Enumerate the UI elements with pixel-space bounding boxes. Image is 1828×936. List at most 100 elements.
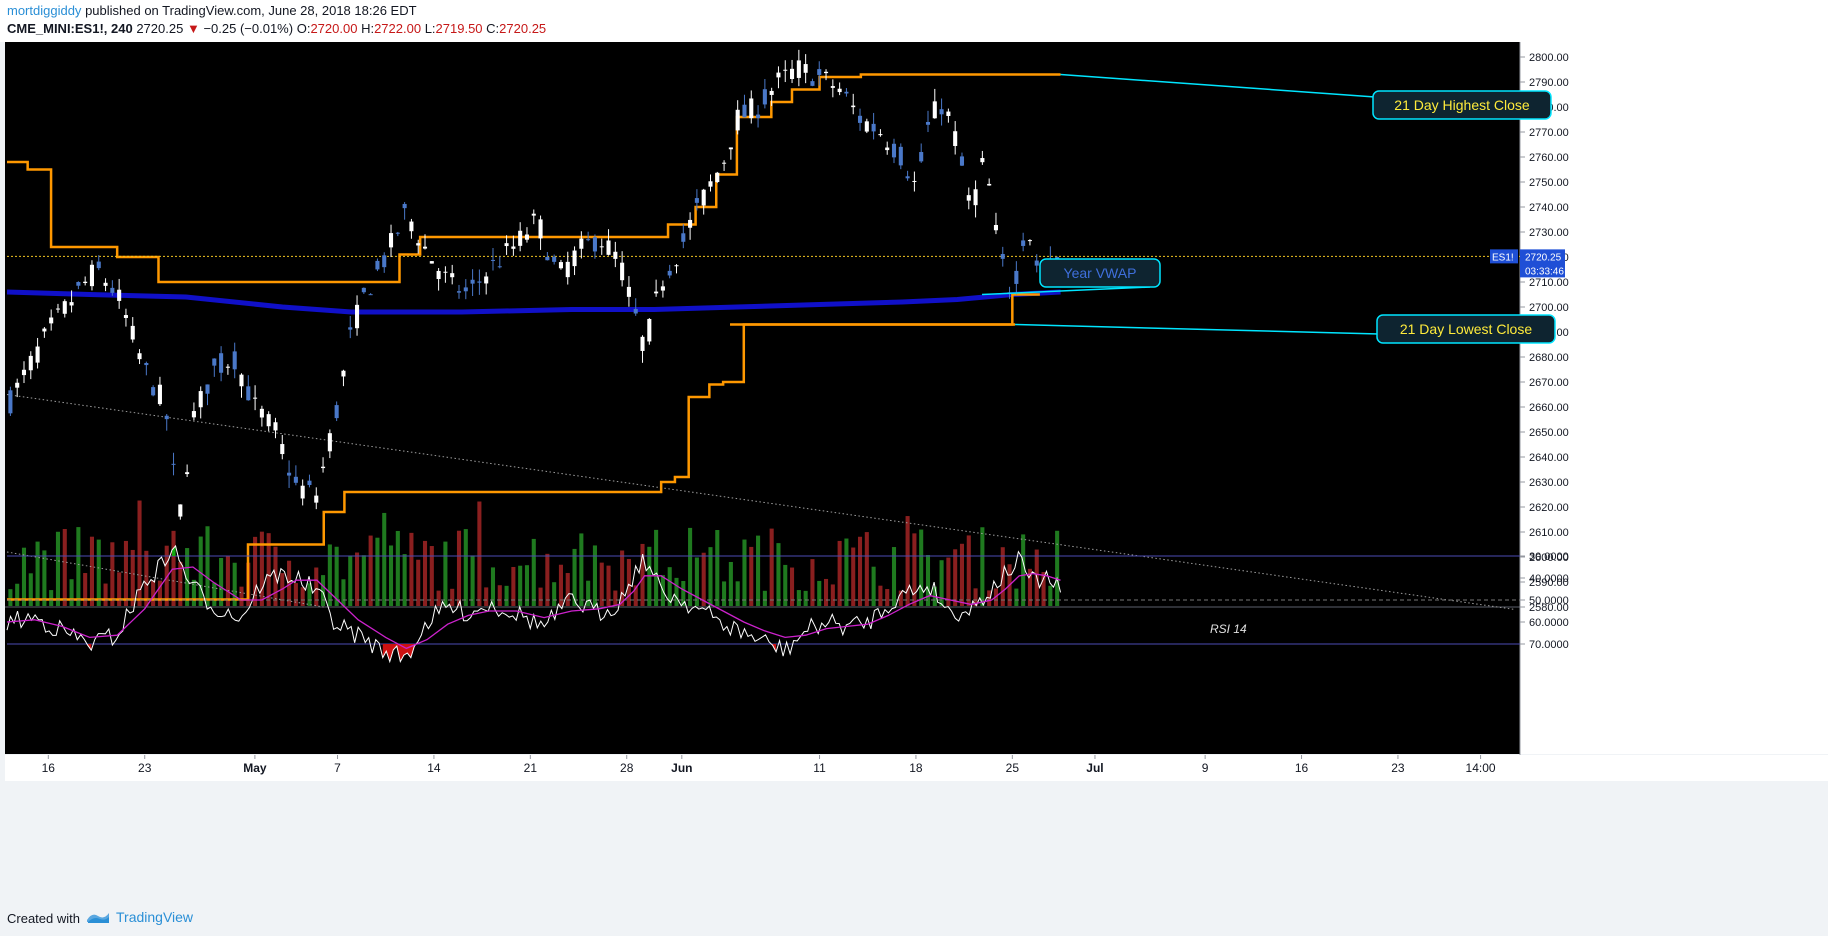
volume-bar [293, 583, 298, 606]
volume-bar [348, 555, 353, 606]
volume-bar [130, 549, 135, 606]
candle [300, 479, 305, 506]
candle-body [110, 287, 115, 293]
volume-bar [558, 564, 563, 606]
candle [144, 361, 149, 376]
time-tick-label: 11 [813, 761, 826, 775]
candle [796, 49, 801, 87]
volume-bar [572, 548, 577, 606]
candle-body [477, 281, 482, 283]
candle-body [640, 336, 645, 351]
volume-bar [327, 544, 332, 606]
time-tick-label: May [243, 761, 267, 775]
high-label: H: [361, 21, 375, 36]
candle [253, 385, 258, 411]
symbol-tag-label: ES1! [1492, 252, 1514, 263]
price-tick-label: 2800.00 [1529, 52, 1569, 64]
candle-body [8, 390, 13, 414]
candle-body [355, 304, 360, 329]
candle [76, 281, 81, 290]
volume-bar [959, 543, 965, 606]
candle [314, 487, 319, 510]
annotations: 21 Day Highest Close 21 Day Lowest Close Y… [982, 73, 1556, 344]
volume-bar [531, 538, 536, 606]
author-link[interactable]: mortdiggiddy [7, 3, 82, 18]
candle-body [1027, 240, 1032, 242]
candle-body [321, 466, 326, 469]
candle-body [144, 363, 149, 366]
volume-bar [35, 541, 40, 606]
chart-header: mortdiggiddy published on TradingView.co… [0, 0, 1828, 42]
vwap-callout-box[interactable] [1039, 258, 1161, 288]
candle-body [62, 301, 67, 314]
volume-bar [898, 590, 903, 606]
candle [198, 386, 203, 419]
rsi-tick-label: 30.0000 [1529, 551, 1569, 563]
volume-bar [1048, 585, 1053, 606]
candle-body [633, 308, 638, 314]
candle-body [871, 123, 876, 132]
volume-bar [157, 580, 162, 606]
candle [817, 61, 822, 86]
ohlc-line: CME_MINI:ES1!, 240 2720.25 ▼ −0.25 (−0.0… [7, 21, 546, 36]
candle-body [334, 405, 339, 419]
candle [864, 118, 869, 134]
volume-bar [1021, 534, 1026, 606]
price-tick-label: 2600.00 [1529, 552, 1569, 564]
volume-bar [810, 559, 815, 606]
candle [857, 108, 863, 131]
candle [769, 87, 774, 106]
vwap-callout-label: Year VWAP [1064, 265, 1137, 281]
volume-bar [259, 531, 264, 606]
candle [640, 335, 645, 363]
candle-body [130, 325, 135, 340]
candle-body [76, 282, 81, 286]
volume-bar [89, 536, 95, 606]
year-vwap-line [6, 289, 1061, 315]
tradingview-brand-label[interactable]: TradingView [116, 909, 194, 925]
volume-bar [796, 590, 801, 606]
candle [123, 308, 128, 327]
candle [1000, 246, 1005, 267]
candle [456, 284, 462, 299]
volume-bar [857, 536, 863, 606]
candle [212, 358, 217, 377]
highest-close-callout-box[interactable] [1372, 90, 1552, 120]
symbol-label[interactable]: CME_MINI:ES1!, 240 [7, 21, 133, 36]
countdown-label: 03:33:46 [1525, 266, 1564, 277]
candle [171, 452, 176, 476]
chart-canvas[interactable]: RSI 14 2580.00 2590.00 2600.00 2610.00 2620.… [0, 42, 1828, 900]
candle-body [348, 327, 353, 330]
volume-bar [409, 532, 414, 606]
rsi-oversold-fill [172, 545, 176, 556]
high-value: 2722.00 [374, 21, 422, 36]
candle-body [1034, 260, 1039, 266]
candle-body [620, 262, 625, 281]
tradingview-brand[interactable]: TradingView [86, 909, 193, 925]
volume-bar [790, 567, 795, 606]
price-tick-label: 2610.00 [1529, 527, 1569, 539]
candle-body [490, 259, 496, 261]
candle [151, 385, 156, 397]
volume-bar [463, 529, 468, 606]
candle-body [599, 246, 604, 248]
open-value: 2720.00 [310, 21, 358, 36]
candle-body [157, 384, 162, 405]
candle [416, 239, 421, 254]
lowest-close-callout-box[interactable] [1376, 314, 1556, 344]
volume-bar [844, 538, 849, 606]
candle-body [980, 158, 985, 163]
candle [96, 255, 101, 271]
candle-body [185, 472, 190, 475]
candle-body [531, 213, 536, 216]
footer: Created with TradingView [0, 900, 1828, 936]
price-tick-label: 2760.00 [1529, 152, 1569, 164]
price-tick-label: 2710.00 [1529, 277, 1569, 289]
candle-body [715, 172, 720, 183]
time-tick-label: Jun [671, 761, 692, 775]
volume-bar [477, 501, 482, 606]
candle [946, 108, 951, 123]
candle-body [1014, 270, 1019, 284]
candle [375, 258, 380, 272]
price-tick-label: 2770.00 [1529, 127, 1569, 139]
